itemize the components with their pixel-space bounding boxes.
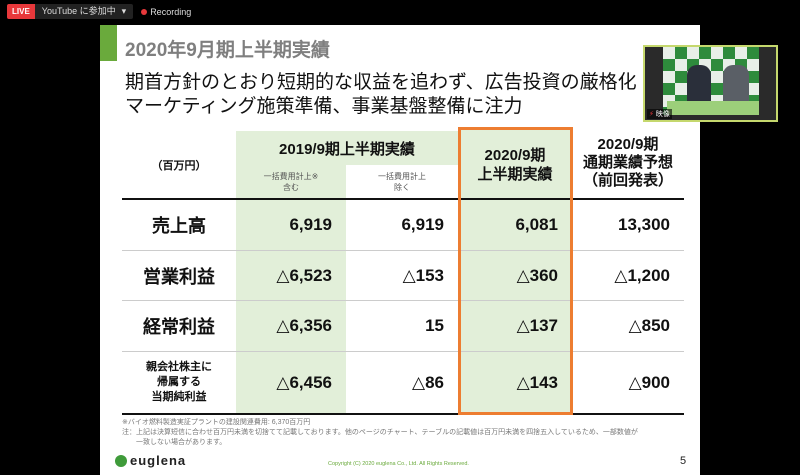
youtube-stream-button[interactable]: YouTube に参加中 ▾ <box>34 4 134 19</box>
highlight-box <box>458 127 573 415</box>
table-cell: 6,081 <box>515 215 558 234</box>
sub-header-incl: 一括費用計上※ 含む <box>263 172 319 192</box>
row-label: 営業利益 <box>143 266 215 287</box>
person-right <box>723 65 749 105</box>
slide-title: 2020年9月期上半期実績 <box>125 40 330 61</box>
subtitle-line-2: マーケティング施策準備、事業基盤整備に注力 <box>125 96 523 117</box>
video-label: ⚡ 映像 <box>647 109 672 119</box>
col-2020-bg <box>458 127 572 414</box>
table-cell: △143 <box>516 372 558 392</box>
page-number: 5 <box>680 455 687 467</box>
logo-mark-icon <box>115 454 127 467</box>
recording-indicator: Recording <box>141 7 191 17</box>
euglena-logo: euglena <box>115 453 186 468</box>
col-2020-header: 2020/9期 上半期実績 <box>477 147 553 183</box>
table-cell: △6,356 <box>276 316 332 335</box>
footnote: 注：上記は決算短信に合わせ百万円未満を切捨てて記載しております。他のページのチャ… <box>122 429 638 436</box>
recording-label: Recording <box>150 6 192 17</box>
table-cell: △850 <box>628 316 670 335</box>
unit-label: （百万円） <box>151 160 207 172</box>
table-cell: △6,456 <box>276 372 332 392</box>
table-cell: △900 <box>628 372 670 392</box>
table-cell: △360 <box>516 265 558 285</box>
table-cell: 15 <box>425 316 444 335</box>
title-accent-bar <box>100 25 117 61</box>
col-2019-incl-bg <box>236 131 346 414</box>
record-dot-icon <box>141 8 148 15</box>
caret-down-icon: ▾ <box>121 6 127 16</box>
table-cell: △86 <box>412 372 444 392</box>
row-divider <box>122 351 684 352</box>
logo-text: euglena <box>130 453 187 468</box>
mic-muted-icon: ⚡ <box>649 111 654 118</box>
table-cell: 13,300 <box>618 215 670 234</box>
live-badge: LIVE <box>7 4 35 19</box>
subtitle-line-1: 期首方針のとおり短期的な収益を追わず、広告投資の厳格化 <box>125 72 637 93</box>
copyright: Copyright (C) 2020 euglena Co., Ltd. All… <box>328 461 469 467</box>
participant-name: 映像 <box>655 111 670 118</box>
col-forecast-header: 2020/9期 通期業績予想 （前回発表） <box>582 136 673 189</box>
sub-header-excl: 一括費用計上 除く <box>378 172 426 192</box>
row-label: 親会社株主に 帰属する 当期純利益 <box>146 361 212 403</box>
product-display <box>667 101 759 115</box>
footnotes: ※バイオ燃料製造実証プラントの建設関連費用: 6,370百万円 注：上記は決算短… <box>122 418 638 448</box>
table-cell: △1,200 <box>614 265 670 285</box>
group-header: 2019/9期上半期実績 <box>279 140 415 158</box>
footnote: ※バイオ燃料製造実証プラントの建設関連費用: 6,370百万円 <box>122 419 311 426</box>
header-divider <box>122 198 684 200</box>
table-cell: 6,919 <box>401 215 444 234</box>
row-label: 売上高 <box>152 216 206 236</box>
speaker-video-tile[interactable]: ⚡ 映像 <box>643 45 778 122</box>
table-cell: △137 <box>516 316 558 335</box>
presentation-slide: 2020年9月期上半期実績 期首方針のとおり短期的な収益を追わず、広告投資の厳格… <box>100 25 700 475</box>
table-cell: △153 <box>402 265 444 285</box>
table-cell: △6,523 <box>276 265 332 285</box>
table-bottom-line <box>122 413 684 415</box>
stream-label: YouTube に参加中 <box>41 6 116 16</box>
row-label: 経常利益 <box>143 317 215 337</box>
footnote: 一致しない場合があります。 <box>122 439 227 446</box>
person-left <box>687 65 711 105</box>
row-divider <box>122 250 684 251</box>
table-cell: 6,919 <box>289 215 332 234</box>
meeting-toolbar: LIVE YouTube に参加中 ▾ Recording <box>7 4 191 19</box>
row-divider <box>122 300 684 301</box>
group-header-bg <box>346 131 458 165</box>
